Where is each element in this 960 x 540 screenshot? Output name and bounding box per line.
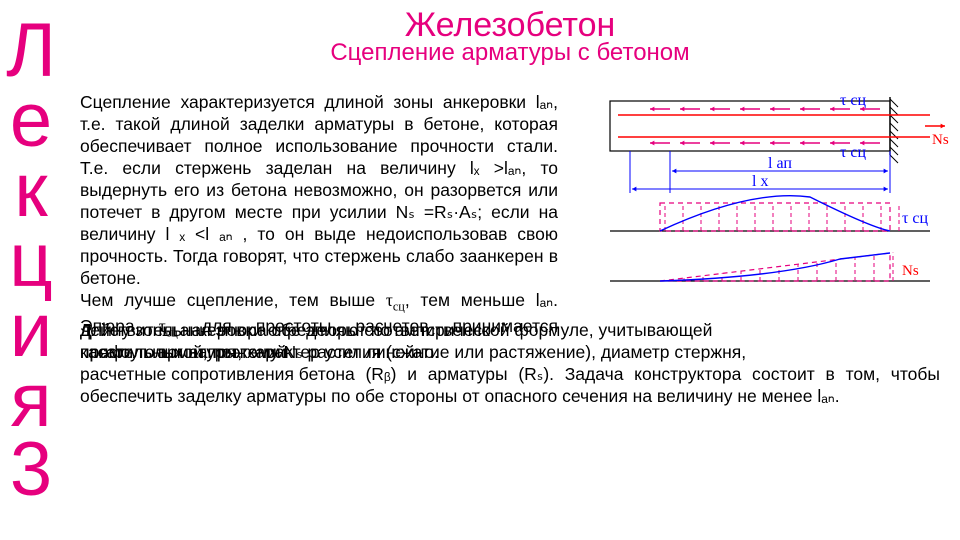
paragraph-3-overlapped: Длину зоны анкеровки определяют по эмпир… bbox=[80, 319, 940, 407]
vertical-lecture-label: Лекция3 bbox=[0, 16, 62, 505]
body-area: Сцепление характеризуется длиной зоны ан… bbox=[80, 91, 940, 408]
svg-text:l ап: l ап bbox=[768, 155, 792, 172]
paragraph-1: Сцепление характеризуется длиной зоны ан… bbox=[80, 91, 558, 289]
svg-text:τ сц: τ сц bbox=[902, 210, 929, 227]
svg-text:Ns: Ns bbox=[932, 132, 949, 148]
page-subtitle: Сцепление арматуры с бетоном bbox=[80, 39, 940, 67]
svg-text:Ns: Ns bbox=[902, 263, 919, 279]
content-area: Железобетон Сцепление арматуры с бетоном… bbox=[70, 0, 960, 418]
svg-text:l x: l x bbox=[752, 173, 768, 190]
svg-text:τ сц: τ сц bbox=[840, 144, 867, 161]
svg-text:τ сц: τ сц bbox=[840, 92, 867, 109]
anchorage-diagram: Ns τ сц τ сц l апl x τ сц Ns bbox=[580, 81, 950, 321]
